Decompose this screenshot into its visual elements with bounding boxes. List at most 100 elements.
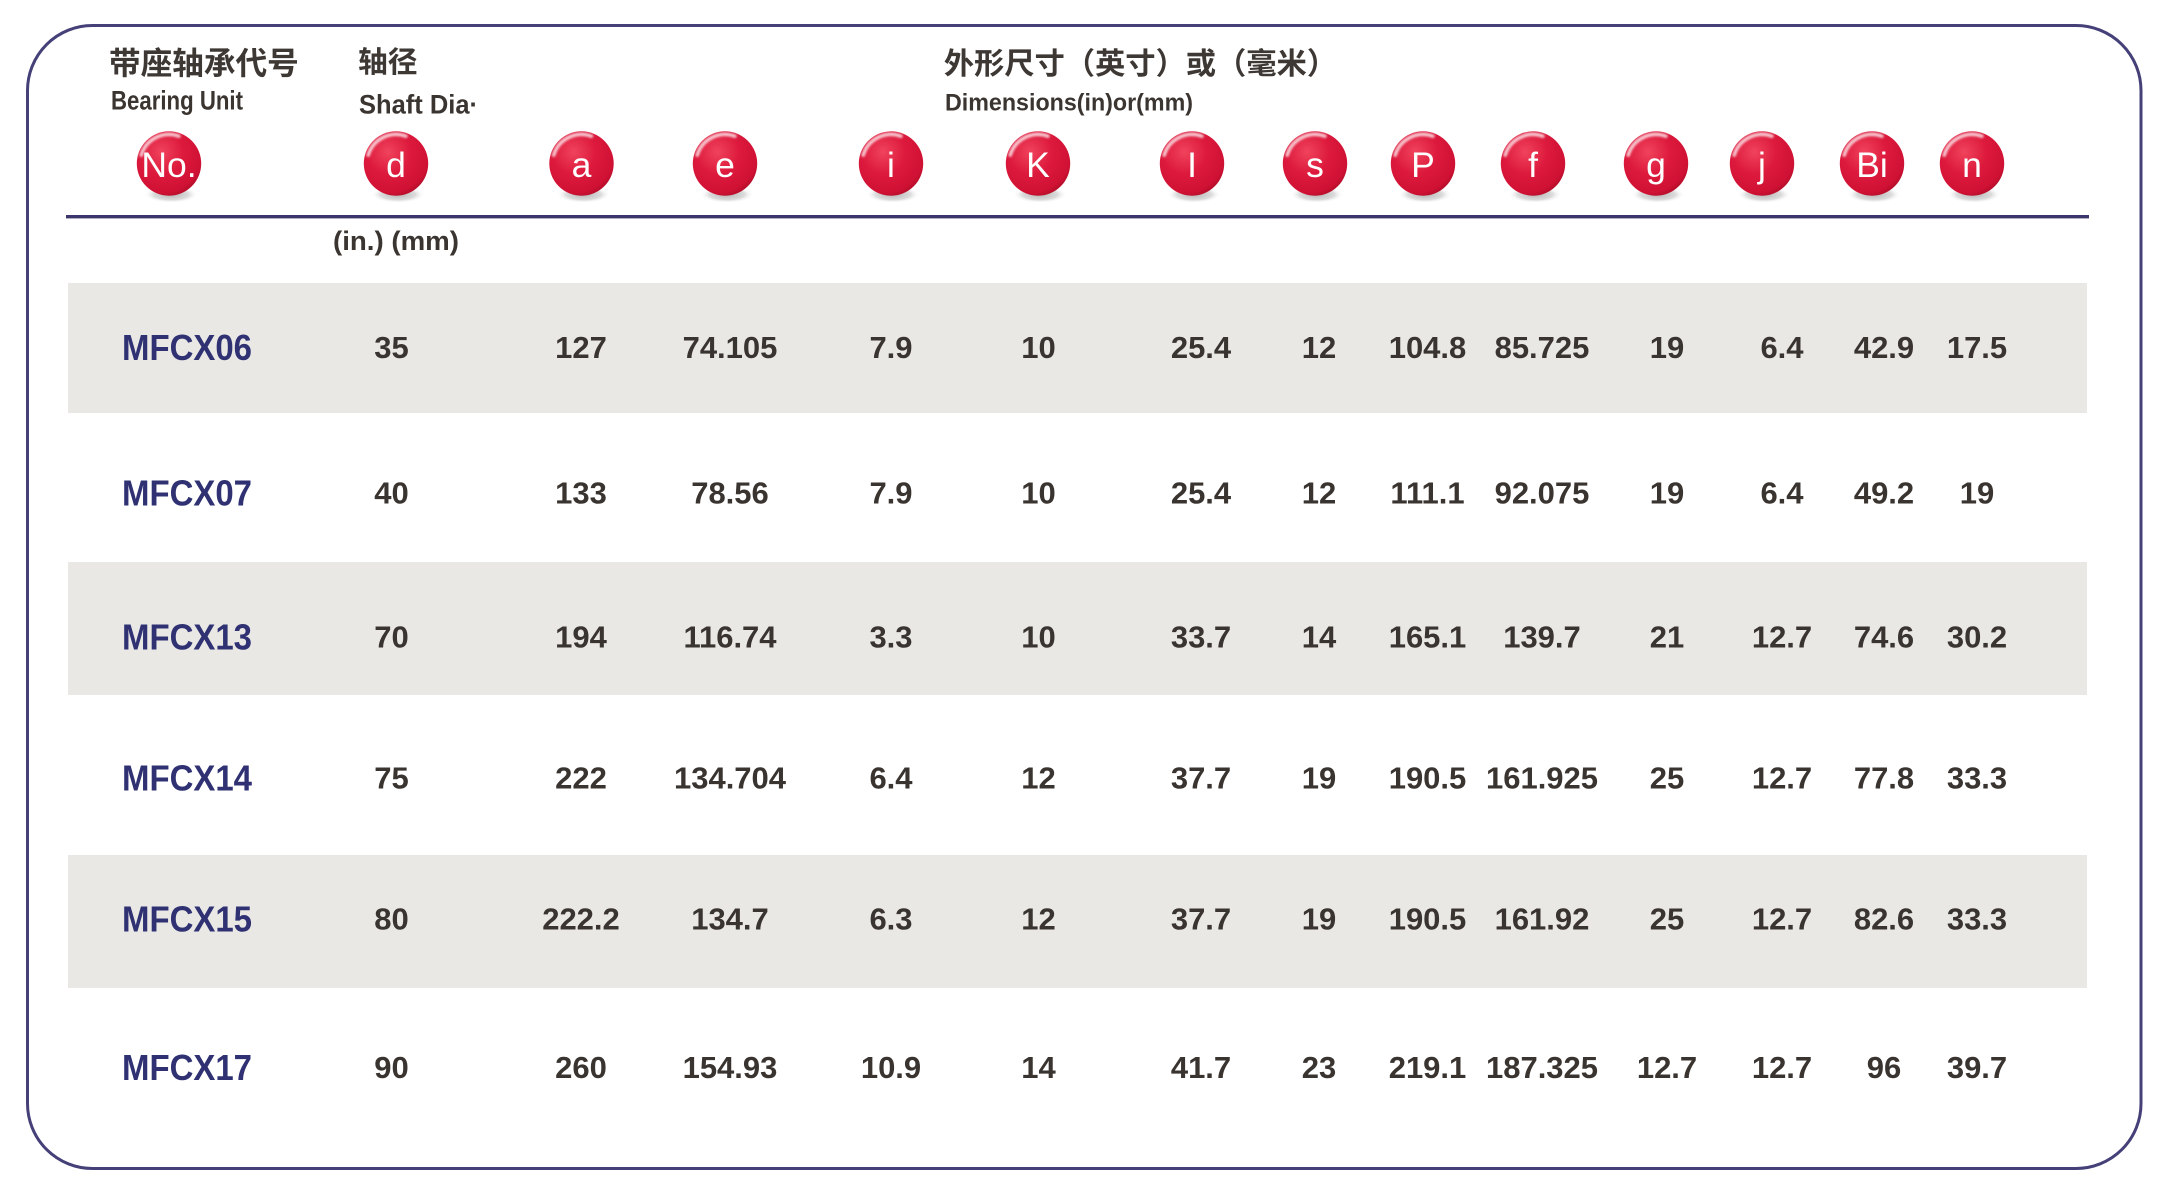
svg-text:12.7: 12.7 (1752, 1050, 1812, 1085)
svg-text:12.7: 12.7 (1752, 902, 1812, 937)
svg-text:187.325: 187.325 (1486, 1050, 1598, 1085)
svg-text:33.3: 33.3 (1947, 902, 2007, 937)
svg-text:260: 260 (555, 1050, 607, 1085)
svg-text:96: 96 (1867, 1050, 1901, 1085)
svg-text:139.7: 139.7 (1503, 620, 1581, 655)
svg-text:12: 12 (1302, 476, 1336, 511)
svg-text:74.6: 74.6 (1854, 620, 1914, 655)
svg-text:MFCX13: MFCX13 (122, 617, 252, 658)
svg-text:74.105: 74.105 (683, 330, 778, 365)
svg-text:161.92: 161.92 (1495, 902, 1590, 937)
svg-text:10.9: 10.9 (861, 1050, 921, 1085)
svg-text:12: 12 (1302, 330, 1336, 365)
svg-text:78.56: 78.56 (691, 476, 769, 511)
svg-text:190.5: 190.5 (1389, 761, 1467, 796)
svg-text:6.4: 6.4 (1760, 330, 1804, 365)
svg-text:49.2: 49.2 (1854, 476, 1914, 511)
svg-text:104.8: 104.8 (1389, 330, 1467, 365)
svg-text:75: 75 (374, 761, 408, 796)
svg-text:165.1: 165.1 (1389, 620, 1467, 655)
svg-text:Bearing Unit: Bearing Unit (111, 86, 243, 116)
svg-text:25.4: 25.4 (1171, 476, 1232, 511)
svg-text:MFCX06: MFCX06 (122, 327, 252, 368)
svg-text:Bi: Bi (1856, 145, 1888, 185)
svg-text:37.7: 37.7 (1171, 761, 1231, 796)
svg-text:127: 127 (555, 330, 607, 365)
svg-text:25: 25 (1650, 761, 1684, 796)
svg-text:3.3: 3.3 (869, 620, 912, 655)
svg-text:70: 70 (374, 620, 408, 655)
svg-text:MFCX07: MFCX07 (122, 473, 252, 514)
svg-text:12: 12 (1021, 761, 1055, 796)
svg-text:194: 194 (555, 620, 607, 655)
svg-text:6.4: 6.4 (869, 761, 913, 796)
svg-text:Dimensions(in)or(mm): Dimensions(in)or(mm) (945, 90, 1193, 117)
svg-text:134.704: 134.704 (674, 761, 787, 796)
svg-text:7.9: 7.9 (869, 330, 912, 365)
svg-text:19: 19 (1302, 902, 1336, 937)
svg-text:19: 19 (1650, 330, 1684, 365)
svg-text:222: 222 (555, 761, 607, 796)
svg-text:85.725: 85.725 (1495, 330, 1590, 365)
svg-text:6.4: 6.4 (1760, 476, 1804, 511)
svg-text:161.925: 161.925 (1486, 761, 1598, 796)
svg-text:No.: No. (141, 145, 196, 185)
svg-text:14: 14 (1302, 620, 1337, 655)
svg-text:41.7: 41.7 (1171, 1050, 1231, 1085)
svg-text:12.7: 12.7 (1752, 761, 1812, 796)
svg-text:a: a (572, 145, 592, 185)
svg-text:MFCX15: MFCX15 (122, 899, 252, 940)
svg-text:MFCX14: MFCX14 (122, 758, 252, 799)
svg-text:42.9: 42.9 (1854, 330, 1914, 365)
svg-text:(in.) (mm): (in.) (mm) (333, 226, 459, 256)
svg-text:30.2: 30.2 (1947, 620, 2007, 655)
svg-text:10: 10 (1021, 476, 1055, 511)
svg-text:90: 90 (374, 1050, 408, 1085)
svg-text:12.7: 12.7 (1752, 620, 1812, 655)
svg-text:g: g (1646, 145, 1666, 185)
svg-text:116.74: 116.74 (683, 620, 777, 655)
svg-text:33.7: 33.7 (1171, 620, 1231, 655)
svg-text:222.2: 222.2 (542, 902, 620, 937)
svg-text:s: s (1306, 145, 1324, 185)
svg-text:25: 25 (1650, 902, 1684, 937)
svg-text:MFCX17: MFCX17 (122, 1047, 252, 1088)
svg-text:19: 19 (1302, 761, 1336, 796)
svg-text:40: 40 (374, 476, 408, 511)
svg-text:23: 23 (1302, 1050, 1336, 1085)
svg-text:d: d (386, 145, 406, 185)
svg-text:133: 133 (555, 476, 607, 511)
svg-text:21: 21 (1650, 620, 1684, 655)
svg-text:K: K (1026, 145, 1050, 185)
svg-text:f: f (1528, 145, 1538, 185)
svg-text:111.1: 111.1 (1390, 476, 1464, 511)
svg-text:e: e (715, 145, 735, 185)
svg-text:Shaft Dia·: Shaft Dia· (359, 90, 478, 120)
svg-text:25.4: 25.4 (1171, 330, 1232, 365)
svg-text:10: 10 (1021, 330, 1055, 365)
svg-text:35: 35 (374, 330, 408, 365)
svg-text:12: 12 (1021, 902, 1055, 937)
svg-text:33.3: 33.3 (1947, 761, 2007, 796)
svg-text:17.5: 17.5 (1947, 330, 2007, 365)
svg-text:6.3: 6.3 (869, 902, 912, 937)
svg-text:n: n (1962, 145, 1982, 185)
svg-text:154.93: 154.93 (683, 1050, 778, 1085)
svg-text:219.1: 219.1 (1389, 1050, 1467, 1085)
svg-text:77.8: 77.8 (1854, 761, 1914, 796)
svg-text:I: I (1187, 145, 1197, 185)
svg-text:82.6: 82.6 (1854, 902, 1914, 937)
svg-text:14: 14 (1021, 1050, 1056, 1085)
svg-text:P: P (1411, 145, 1435, 185)
svg-text:j: j (1757, 145, 1766, 185)
svg-text:190.5: 190.5 (1389, 902, 1467, 937)
svg-text:39.7: 39.7 (1947, 1050, 2007, 1085)
svg-text:i: i (887, 145, 895, 185)
svg-text:37.7: 37.7 (1171, 902, 1231, 937)
svg-text:12.7: 12.7 (1637, 1050, 1697, 1085)
svg-text:7.9: 7.9 (869, 476, 912, 511)
svg-text:10: 10 (1021, 620, 1055, 655)
svg-text:80: 80 (374, 902, 408, 937)
svg-text:92.075: 92.075 (1495, 476, 1590, 511)
svg-text:19: 19 (1960, 476, 1994, 511)
